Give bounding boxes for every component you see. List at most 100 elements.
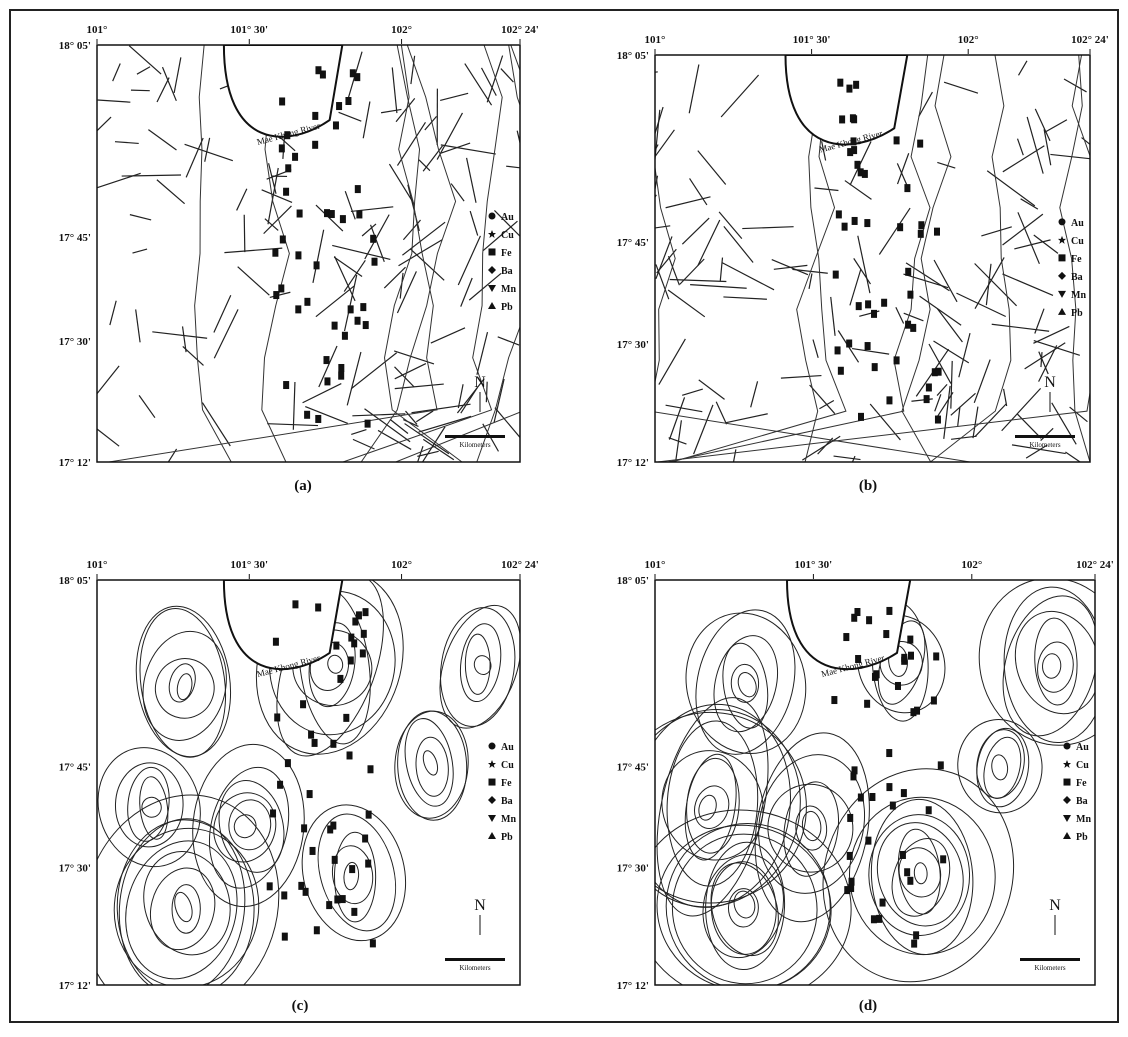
occurrence-symbol — [365, 420, 371, 428]
y-coordinate-label: 17° 45' — [617, 761, 649, 773]
occurrence-symbol — [839, 115, 845, 123]
x-coordinate-label: 102° 24' — [501, 24, 539, 36]
legend-label: Cu — [1071, 236, 1084, 247]
panel-label: (d) — [859, 998, 877, 1014]
fault-line — [244, 215, 245, 252]
occurrence-symbol — [895, 682, 901, 690]
y-coordinate-label: 18° 05' — [59, 575, 91, 587]
legend-label: Mn — [1076, 814, 1091, 825]
y-coordinate-label: 17° 45' — [59, 232, 91, 244]
occurrence-symbol — [282, 933, 288, 941]
north-label: N — [1049, 897, 1061, 914]
occurrence-symbol — [348, 634, 354, 642]
occurrence-symbol — [292, 600, 298, 608]
occurrence-symbol — [883, 630, 889, 638]
occurrence-symbol — [901, 654, 907, 662]
y-coordinate-label: 17° 45' — [59, 761, 91, 773]
occurrence-symbol — [330, 740, 336, 748]
occurrence-symbol — [324, 377, 330, 385]
legend-label: Mn — [1071, 290, 1086, 301]
occurrence-symbol — [355, 185, 361, 193]
occurrence-symbol — [910, 324, 916, 332]
occurrence-symbol — [855, 655, 861, 663]
legend-label: Cu — [501, 760, 514, 771]
occurrence-symbol — [273, 291, 279, 299]
occurrence-symbol — [847, 852, 853, 860]
occurrence-symbol — [354, 73, 360, 81]
occurrence-symbol — [295, 305, 301, 313]
occurrence-symbol — [917, 140, 923, 148]
occurrence-symbol — [283, 381, 289, 389]
occurrence-symbol — [270, 809, 276, 817]
occurrence-symbol — [315, 415, 321, 423]
occurrence-symbol — [312, 141, 318, 149]
occurrence-symbol — [342, 332, 348, 340]
occurrence-symbol — [300, 700, 306, 708]
occurrence-symbol — [332, 856, 338, 864]
occurrence-symbol — [366, 811, 372, 819]
occurrence-symbol — [355, 317, 361, 325]
occurrence-symbol — [918, 230, 924, 238]
north-label: N — [1044, 374, 1056, 391]
occurrence-symbol — [936, 368, 942, 376]
occurrence-symbol — [267, 882, 273, 890]
y-coordinate-label: 17° 30' — [59, 336, 91, 348]
legend-label: Fe — [501, 248, 512, 259]
occurrence-symbol — [901, 789, 907, 797]
occurrence-symbol — [333, 121, 339, 129]
occurrence-symbol — [846, 85, 852, 93]
occurrence-symbol — [273, 638, 279, 646]
occurrence-symbol — [836, 210, 842, 218]
occurrence-symbol — [343, 714, 349, 722]
legend-symbol — [1059, 218, 1066, 225]
x-coordinate-label: 101° — [87, 559, 108, 571]
occurrence-symbol — [312, 739, 318, 747]
occurrence-symbol — [851, 137, 857, 145]
occurrence-symbol — [329, 210, 335, 218]
legend-symbol — [489, 212, 496, 219]
occurrence-symbol — [881, 299, 887, 307]
occurrence-symbol — [869, 793, 875, 801]
occurrence-symbol — [304, 298, 310, 306]
occurrence-symbol — [846, 340, 852, 348]
legend-label: Au — [501, 742, 514, 753]
occurrence-symbol — [297, 210, 303, 218]
x-coordinate-label: 102° — [391, 559, 412, 571]
legend-label: Pb — [501, 302, 513, 313]
occurrence-symbol — [926, 383, 932, 391]
occurrence-symbol — [865, 837, 871, 845]
occurrence-symbol — [865, 300, 871, 308]
panel-label: (c) — [292, 998, 309, 1014]
occurrence-symbol — [890, 802, 896, 810]
legend-label: Ba — [1071, 272, 1083, 283]
occurrence-symbol — [315, 603, 321, 611]
occurrence-symbol — [913, 931, 919, 939]
occurrence-symbol — [352, 617, 358, 625]
occurrence-symbol — [894, 136, 900, 144]
occurrence-symbol — [310, 847, 316, 855]
occurrence-symbol — [866, 616, 872, 624]
legend-label: Ba — [501, 266, 513, 277]
occurrence-symbol — [330, 822, 336, 830]
occurrence-symbol — [292, 153, 298, 161]
occurrence-symbol — [308, 731, 314, 739]
y-coordinate-label: 17° 12' — [59, 980, 91, 992]
occurrence-symbol — [338, 364, 344, 372]
occurrence-symbol — [332, 322, 338, 330]
occurrence-symbol — [935, 416, 941, 424]
occurrence-symbol — [907, 291, 913, 299]
legend-label: Au — [1071, 218, 1084, 229]
legend-label: Cu — [1076, 760, 1089, 771]
occurrence-symbol — [362, 835, 368, 843]
occurrence-symbol — [303, 888, 309, 896]
x-coordinate-label: 102° 24' — [1071, 34, 1109, 46]
y-coordinate-label: 17° 12' — [59, 457, 91, 469]
occurrence-symbol — [336, 102, 342, 110]
occurrence-symbol — [340, 895, 346, 903]
occurrence-symbol — [843, 633, 849, 641]
legend-symbol — [489, 248, 496, 255]
occurrence-symbol — [370, 939, 376, 947]
legend-label: Mn — [501, 814, 516, 825]
occurrence-symbol — [272, 249, 278, 257]
